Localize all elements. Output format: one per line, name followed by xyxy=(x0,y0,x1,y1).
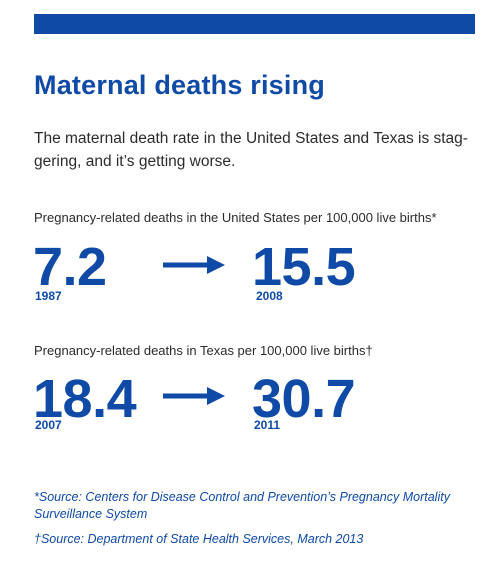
us-subhead: Pregnancy-related deaths in the United S… xyxy=(34,210,437,225)
right-arrow-icon xyxy=(163,387,225,405)
texas-from-value: 18.4 xyxy=(33,369,137,429)
texas-to-year: 2011 xyxy=(254,418,281,432)
source-note-cdc: *Source: Centers for Disease Control and… xyxy=(34,490,450,521)
texas-to-value: 30.7 xyxy=(252,369,356,429)
us-to-year: 2008 xyxy=(256,289,283,303)
intro-text: The maternal death rate in the United St… xyxy=(34,130,468,170)
source-note-dshs: †Source: Department of State Health Serv… xyxy=(34,532,364,546)
us-from-value: 7.2 xyxy=(33,237,107,297)
us-from-year: 1987 xyxy=(35,289,62,303)
header-bar xyxy=(34,14,475,34)
texas-subhead: Pregnancy-related deaths in Texas per 10… xyxy=(34,343,373,358)
texas-from-year: 2007 xyxy=(35,418,62,432)
right-arrow-icon xyxy=(163,256,225,274)
page-title: Maternal deaths rising xyxy=(34,70,325,100)
us-to-value: 15.5 xyxy=(252,237,356,297)
